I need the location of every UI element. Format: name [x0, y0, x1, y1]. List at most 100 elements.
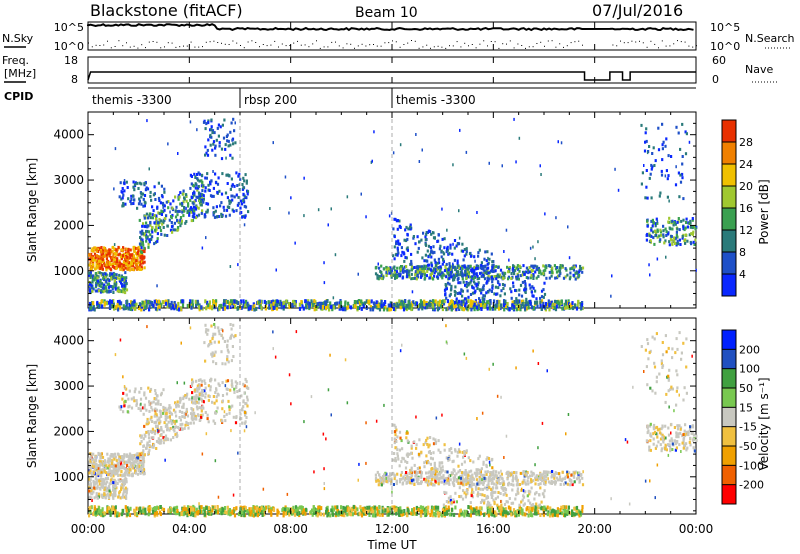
echo-cell: [113, 463, 116, 467]
echo-cell: [237, 306, 240, 310]
echo-cell: [123, 280, 126, 284]
echo-cell: [119, 466, 122, 470]
echo-cell: [443, 288, 447, 292]
echo-cell: [220, 201, 223, 205]
echo-cell: [425, 512, 428, 517]
echo-cell: [554, 276, 557, 280]
echo-cell: [146, 119, 148, 123]
echo-cell: [473, 307, 476, 312]
echo-cell: [692, 240, 695, 244]
echo-cell: [232, 509, 235, 514]
echo-cell: [332, 305, 335, 310]
echo-cell: [123, 454, 126, 458]
echo-cell: [212, 142, 215, 146]
echo-cell: [89, 459, 92, 463]
echo-cell: [488, 303, 491, 308]
echo-cell: [528, 283, 531, 287]
nsearch-dot: [430, 47, 431, 49]
echo-cell: [245, 299, 248, 304]
echo-cell: [682, 227, 684, 231]
echo-cell: [562, 505, 565, 509]
echo-cell: [566, 305, 569, 310]
echo-cell: [246, 192, 249, 196]
echo-cell: [94, 246, 97, 250]
echo-cell: [404, 228, 407, 232]
echo-cell: [122, 465, 125, 469]
echo-cell: [558, 269, 562, 273]
echo-cell: [386, 307, 389, 312]
echo-cell: [400, 265, 403, 268]
echo-cell: [207, 119, 210, 123]
echo-cell: [524, 287, 527, 291]
echo-cell: [397, 508, 400, 513]
echo-cell: [474, 259, 476, 263]
echo-cell: [179, 216, 183, 219]
echo-cell: [138, 464, 141, 468]
echo-cell: [329, 513, 332, 518]
echo-cell: [142, 204, 145, 208]
echo-cell: [120, 484, 123, 488]
echo-cell: [90, 256, 93, 260]
echo-cell: [272, 508, 276, 512]
power-scatter: [88, 112, 698, 312]
echo-cell: [101, 267, 104, 271]
echo-cell: [527, 276, 530, 280]
echo-cell: [116, 260, 119, 263]
echo-cell: [513, 272, 516, 276]
echo-cell: [163, 217, 166, 221]
echo-cell: [189, 186, 192, 190]
nsearch-dot: [661, 40, 663, 42]
echo-cell: [127, 466, 131, 470]
echo-cell: [393, 265, 396, 269]
echo-cell: [124, 271, 127, 275]
echo-cell: [396, 248, 399, 252]
echo-cell: [153, 429, 156, 433]
echo-cell: [407, 300, 410, 305]
echo-cell: [554, 307, 558, 312]
echo-cell: [265, 301, 268, 305]
echo-cell: [118, 261, 121, 265]
echo-cell: [113, 187, 115, 191]
echo-cell: [255, 509, 258, 513]
nsearch-dot: [137, 47, 139, 49]
echo-cell: [92, 457, 95, 461]
echo-cell: [101, 258, 104, 262]
echo-cell: [105, 289, 108, 293]
echo-cell: [237, 174, 240, 178]
echo-cell: [100, 246, 103, 249]
echo-cell: [155, 301, 158, 306]
echo-cell: [97, 271, 100, 275]
echo-cell: [112, 453, 115, 457]
echo-cell: [110, 299, 114, 304]
echo-cell: [186, 513, 189, 518]
echo-cell: [142, 461, 145, 465]
echo-cell: [305, 508, 308, 513]
echo-cell: [480, 291, 483, 295]
echo-cell: [498, 299, 501, 304]
echo-cell: [527, 301, 530, 306]
nsearch-dot: [399, 46, 401, 48]
nsearch-dot: [384, 42, 386, 44]
echo-cell: [118, 259, 121, 263]
echo-cell: [135, 459, 139, 463]
echo-cell: [491, 264, 494, 268]
echo-cell: [543, 292, 547, 296]
echo-cell: [483, 277, 487, 281]
echo-cell: [179, 202, 182, 206]
echo-cell: [489, 511, 492, 516]
echo-cell: [111, 275, 115, 278]
echo-cell: [245, 181, 248, 185]
echo-cell: [92, 465, 95, 469]
echo-cell: [469, 280, 472, 284]
echo-cell: [650, 219, 653, 223]
echo-cell: [115, 459, 118, 463]
echo-cell: [198, 179, 201, 183]
echo-cell: [96, 276, 99, 280]
echo-cell: [491, 269, 494, 273]
echo-cell: [503, 250, 505, 253]
echo-cell: [398, 274, 402, 278]
echo-cell: [137, 187, 140, 190]
echo-cell: [463, 248, 466, 251]
nsearch-dot: [209, 41, 211, 43]
